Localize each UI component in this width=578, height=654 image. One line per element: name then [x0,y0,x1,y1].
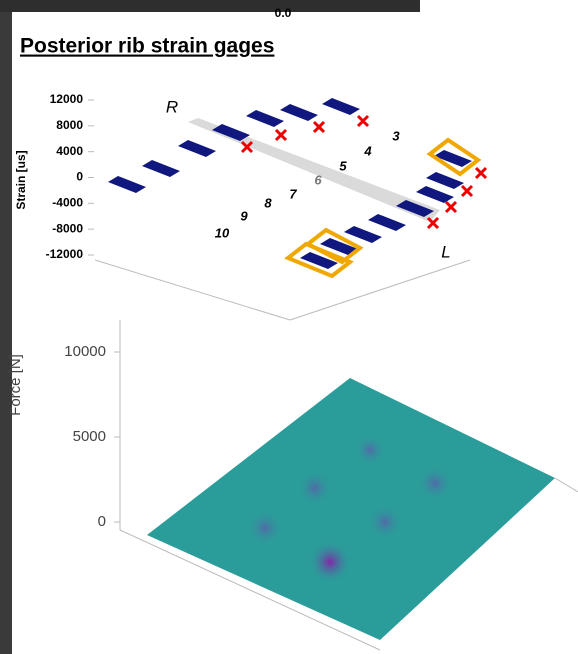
rib-label: 9 [240,208,248,223]
y-tick-label: 8000 [56,118,83,132]
y-tick-label: -8000 [52,221,83,235]
gage-markers [242,116,486,228]
side-label: R [166,97,178,116]
header-value: 0.0 [275,6,292,20]
y-axis-label: Strain [us] [14,150,28,209]
side-label: L [441,242,450,261]
axes-3d [95,260,470,320]
gages [108,98,472,269]
rib-label: 3 [392,128,400,143]
y-tick-label: -4000 [52,196,83,210]
y-tick-label: -12000 [46,247,84,261]
y-axis-label: Force [N] [7,354,24,416]
y-tick-label: 12000 [50,92,84,106]
photo-edge [0,0,12,654]
rib-label: 10 [215,225,230,240]
figure: 0.0 Posterior rib strain gages Strain [u… [0,0,578,654]
y-tick-label: 0 [76,170,83,184]
y-tick-label: 4000 [56,144,83,158]
rib-label: 7 [289,186,297,201]
y-tick-label: 0 [98,513,106,530]
force-surface [147,378,555,640]
rib-label: 6 [314,172,322,187]
rib-label: 4 [363,143,372,158]
rib-label: 5 [339,158,347,173]
photo-edge [0,0,420,12]
y-tick-label: 10000 [64,343,106,360]
panel-title: Posterior rib strain gages [20,35,274,58]
axis-edge [555,478,578,492]
rib-label: 8 [264,195,272,210]
y-tick-label: 5000 [73,428,106,445]
